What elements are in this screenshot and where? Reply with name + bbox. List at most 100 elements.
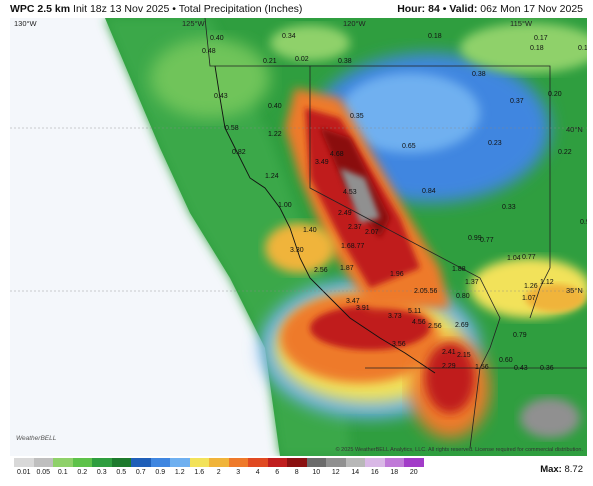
precip-value-label: 1.12 — [540, 279, 554, 286]
precip-value-label: 0.43 — [514, 365, 528, 372]
precip-value-label: 0.36 — [540, 365, 554, 372]
colorbar-tick-label: 12 — [331, 469, 340, 476]
precip-value-label: 0.77 — [522, 254, 536, 261]
max-value: 8.72 — [564, 464, 584, 475]
colorbar-tick-label: 14 — [351, 469, 360, 476]
precip-value-label: 1.07 — [522, 295, 536, 302]
colorbar-swatch — [404, 458, 424, 467]
colorbar-swatch — [131, 458, 151, 467]
desert-red — [425, 343, 475, 413]
precip-value-label: 3.49 — [315, 159, 329, 166]
precip-value-label: 2.15 — [457, 352, 471, 359]
precip-value-label: 1.26 — [524, 283, 538, 290]
ne-light-green — [460, 23, 587, 73]
colorbar-tick-label: 0.7 — [135, 469, 146, 476]
precip-value-label: 0.79 — [513, 332, 527, 339]
precip-value-label: 1.96 — [390, 271, 404, 278]
lon-120-label: 120°W — [343, 19, 367, 28]
init-time: Init 18z 13 Nov 2025 — [73, 3, 170, 15]
nevada-light-blue — [340, 73, 480, 153]
lon-125-label: 125°W — [182, 19, 206, 28]
colorbar-tick-label: 6 — [275, 469, 280, 476]
precip-value-label: 1.37 — [465, 279, 479, 286]
header-right: Hour: 84 • Valid: 06z Mon 17 Nov 2025 — [397, 3, 583, 15]
precip-value-label: 0.23 — [488, 140, 502, 147]
california-arizona-border — [469, 367, 481, 449]
hour-value: 84 — [428, 3, 440, 15]
precip-value-label: 1.22 — [268, 131, 282, 138]
nevada-arizona-border — [529, 198, 551, 319]
precip-value-label: 3.56 — [392, 341, 406, 348]
precip-value-label: 0.20 — [548, 91, 562, 98]
header-bar: WPC 2.5 km Init 18z 13 Nov 2025 • Total … — [0, 0, 593, 18]
precip-value-label: 0.17 — [534, 35, 548, 42]
precip-value-label: 0.38 — [338, 58, 352, 65]
precip-value-label: 0.37 — [510, 98, 524, 105]
precip-value-label: 5.11 — [408, 308, 421, 315]
precip-value-label: 0.18 — [428, 33, 442, 40]
precip-value-label: 0.82 — [232, 149, 246, 156]
colorbar-tick-label: 18 — [390, 469, 399, 476]
precip-value-label: 3.30 — [290, 247, 304, 254]
max-label: Max: — [540, 464, 562, 475]
colorbar-swatch — [189, 458, 209, 467]
precip-value-label: 4.53 — [343, 189, 357, 196]
precip-value-label: 0.21 — [263, 58, 277, 65]
model-name: WPC 2.5 km — [10, 3, 71, 15]
colorbar-swatch — [345, 458, 365, 467]
colorbar-tick-label: 8 — [294, 469, 299, 476]
precip-value-label: 0.33 — [502, 204, 516, 211]
precip-value-label: 0.48 — [202, 48, 216, 55]
precip-value-label: 2.56 — [314, 267, 328, 274]
valid-separator: • — [442, 3, 447, 15]
weatherbell-logo: WeatherBELL — [16, 435, 57, 442]
copyright-credit: © 2025 WeatherBELL Analytics, LLC. All r… — [335, 447, 583, 453]
precip-value-label: 0.34 — [282, 33, 296, 40]
legend-footer: © 2025 WeatherBELL Analytics, LLC. All r… — [10, 447, 587, 486]
precip-value-label: 0.58 — [225, 125, 239, 132]
colorbar-swatch — [384, 458, 404, 467]
precip-value-label: 2.56 — [428, 323, 442, 330]
precip-value-label: 1.04 — [507, 255, 521, 262]
precip-value-label: 0.60 — [499, 357, 513, 364]
precip-value-label: 2.05.56 — [414, 288, 437, 295]
precip-value-label: 0.35 — [350, 113, 364, 120]
colorbar-swatch — [287, 458, 307, 467]
lat-35-label: 35°N — [566, 286, 583, 295]
hour-label: Hour: — [397, 3, 426, 15]
product-name: Total Precipitation (Inches) — [178, 3, 303, 15]
colorbar-tick-label: 3 — [236, 469, 241, 476]
precip-values-layer: 0.40 0.48 0.34 0.18 0.17 0.18 0.14 0.21 0.02 0.38… — [202, 33, 587, 372]
colorbar-tick-label: 20 — [409, 469, 418, 476]
colorbar-swatch — [267, 458, 287, 467]
california-nevada-border — [309, 66, 501, 369]
colorbar-tick-label: 0.05 — [36, 469, 51, 476]
precip-value-label: 1.87 — [340, 265, 354, 272]
precip-value-label: 0.99 — [580, 219, 587, 226]
colorbar-swatch — [14, 458, 34, 467]
precip-value-label: 2.07 — [365, 229, 379, 236]
precip-value-label: 2.41 — [442, 349, 456, 356]
colorbar-swatch — [365, 458, 385, 467]
oregon-nevada-border — [204, 18, 551, 198]
precip-value-label: 2.49 — [338, 210, 352, 217]
precip-value-label: 3.73 — [388, 313, 402, 320]
max-readout: Max: 8.72 — [540, 464, 583, 475]
precip-value-label: 0.77 — [480, 237, 494, 244]
colorbar-swatch — [209, 458, 229, 467]
colorbar-tick-label: 10 — [312, 469, 321, 476]
lon-130-label: 130°W — [14, 19, 38, 28]
nw-light-green — [150, 38, 270, 118]
colorbar-tick-label: 0.3 — [96, 469, 107, 476]
north-light-green — [270, 25, 350, 61]
valid-value: 06z Mon 17 Nov 2025 — [480, 3, 583, 15]
colorbar-swatch — [111, 458, 131, 467]
precip-value-label: 2.29 — [442, 363, 456, 370]
precip-value-label: 0.18 — [530, 45, 544, 52]
precip-value-label: 2.69 — [455, 322, 469, 329]
precip-value-label: 4.56 — [412, 319, 426, 326]
map-svg: 130°W 125°W 120°W 115°W 40°N 35°N 0.400.… — [10, 18, 587, 456]
precip-value-label: 2.37 — [348, 224, 362, 231]
precip-value-label: 1.40 — [303, 227, 317, 234]
ocean-area — [10, 18, 280, 456]
